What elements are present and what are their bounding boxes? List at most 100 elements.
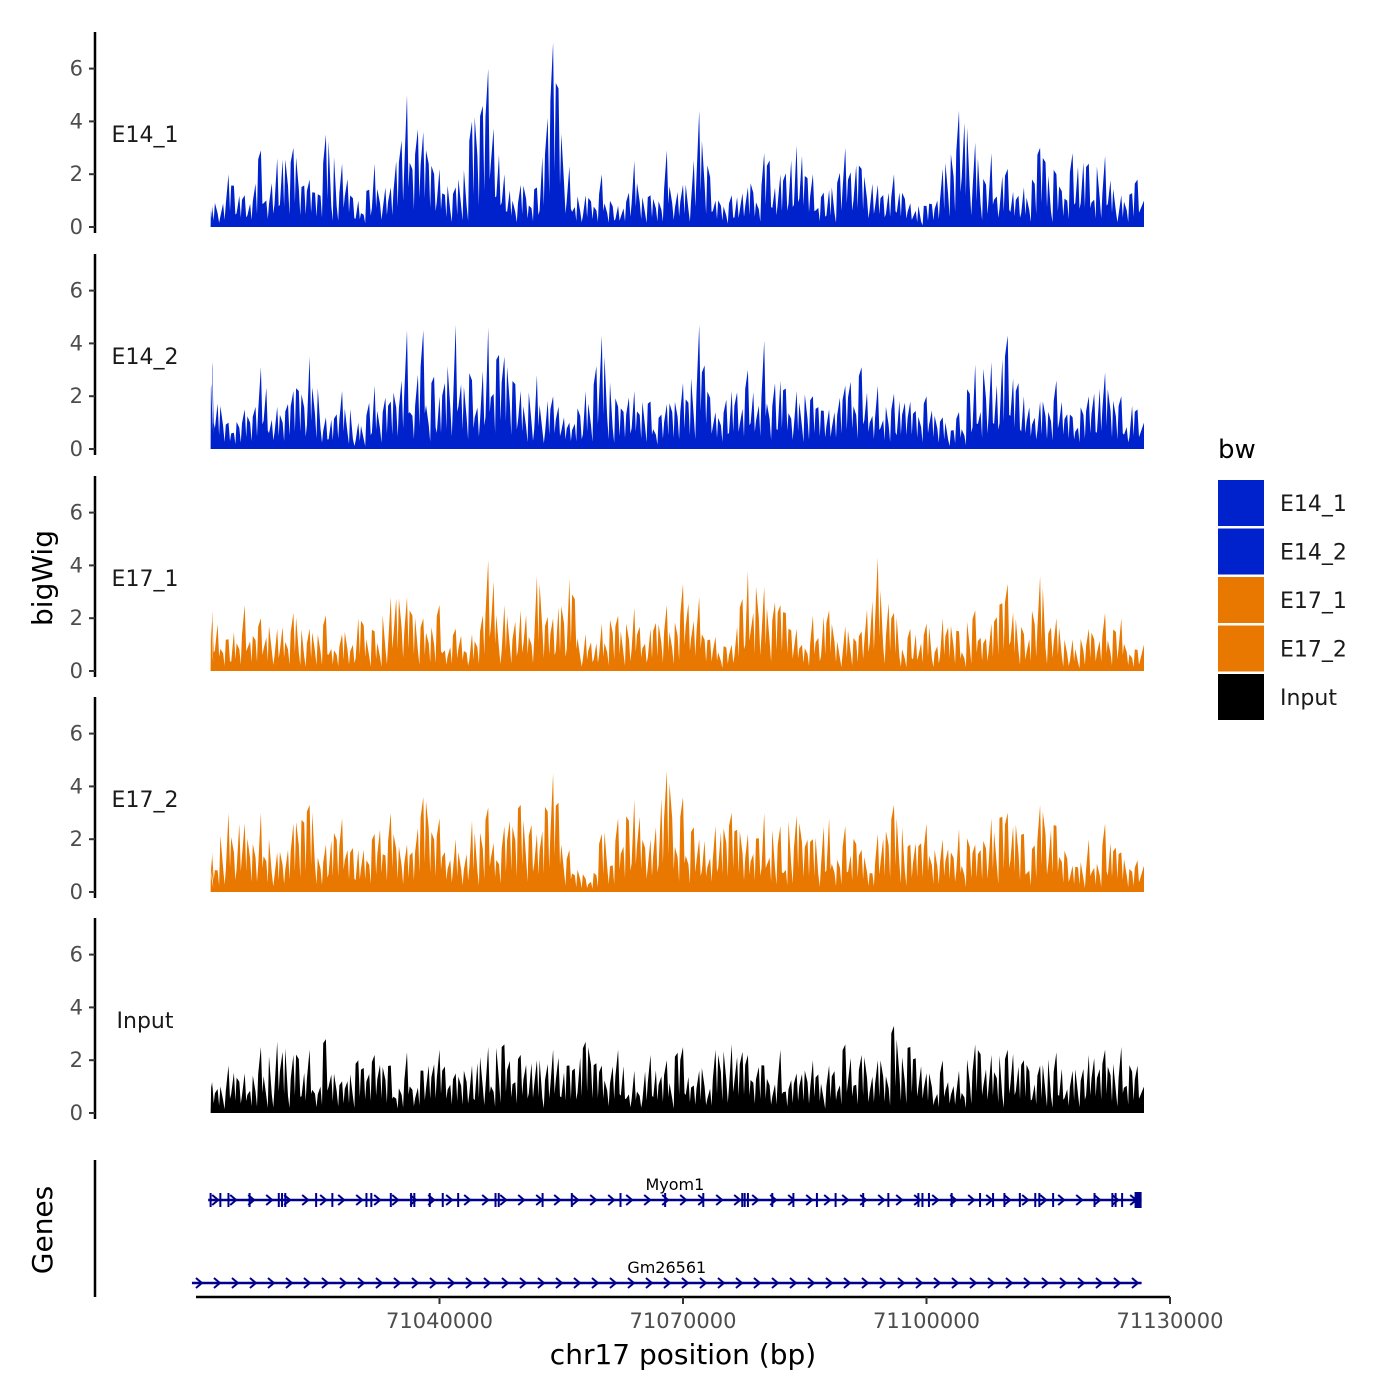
strand-arrow — [681, 1277, 690, 1289]
strand-arrow — [301, 1194, 310, 1206]
y-tick-label: 0 — [70, 1101, 83, 1125]
strand-arrow — [663, 1277, 672, 1289]
strand-arrow — [321, 1277, 330, 1289]
y-tick-label: 6 — [70, 57, 83, 81]
strand-arrow — [877, 1194, 886, 1206]
exon — [1034, 1193, 1037, 1207]
strand-arrow — [625, 1194, 634, 1206]
strand-arrow — [391, 1194, 400, 1206]
strand-arrow — [375, 1277, 384, 1289]
strand-arrow — [751, 1194, 760, 1206]
strand-arrow — [1003, 1194, 1012, 1206]
exon — [570, 1193, 573, 1207]
strand-arrow — [517, 1194, 526, 1206]
gene-label: Gm26561 — [627, 1258, 706, 1277]
track-e14-2: 0 2 4 6 E14_2 — [70, 254, 1145, 461]
strand-arrow — [445, 1194, 454, 1206]
strand-arrow — [211, 1194, 220, 1206]
exon — [815, 1193, 818, 1207]
strand-arrow — [879, 1277, 888, 1289]
track-e17-1: 0 2 4 6 E17_1 — [70, 476, 1145, 683]
legend-label-e17-2: E17_2 — [1280, 638, 1347, 663]
strand-arrow — [537, 1277, 546, 1289]
exon — [1121, 1193, 1124, 1207]
exon — [410, 1193, 413, 1207]
x-tick-label: 71070000 — [630, 1309, 737, 1333]
x-tick-label: 71100000 — [873, 1309, 980, 1333]
strand-arrow — [1075, 1194, 1084, 1206]
strand-arrow — [643, 1194, 652, 1206]
series-area-e14-1 — [210, 42, 1145, 228]
strand-arrow — [1059, 1277, 1068, 1289]
exon — [389, 1193, 392, 1207]
strand-arrow — [715, 1194, 724, 1206]
exon — [541, 1193, 544, 1207]
y-tick-label: 6 — [70, 279, 83, 303]
strand-arrow — [465, 1277, 474, 1289]
strand-arrow — [771, 1277, 780, 1289]
strand-arrow — [733, 1194, 742, 1206]
exon — [1038, 1193, 1041, 1207]
exon — [619, 1193, 622, 1207]
exon — [741, 1193, 744, 1207]
strand-arrow — [1077, 1277, 1086, 1289]
strand-arrow — [1095, 1277, 1104, 1289]
strand-arrow — [1093, 1194, 1102, 1206]
series-area-input — [210, 1025, 1145, 1113]
strand-arrow — [339, 1277, 348, 1289]
legend-swatch-e17-2 — [1218, 625, 1264, 672]
y-tick-label: 2 — [70, 1048, 83, 1072]
strand-arrow — [843, 1277, 852, 1289]
track-label: E17_1 — [112, 567, 179, 592]
strand-arrow — [841, 1194, 850, 1206]
track-label: Input — [117, 1009, 174, 1034]
track-e14-1: 0 2 4 6 E14_1 — [70, 32, 1145, 239]
strand-arrow — [735, 1277, 744, 1289]
exon — [862, 1193, 865, 1207]
exon — [1018, 1193, 1021, 1207]
exon-end — [1134, 1192, 1142, 1208]
x-tick-label: 71130000 — [1117, 1309, 1224, 1333]
legend-swatch-e14-2 — [1218, 528, 1264, 575]
y-tick-label: 2 — [70, 606, 83, 630]
series-area-e17-2 — [210, 770, 1145, 892]
exon — [1114, 1193, 1117, 1207]
legend-label-e14-2: E14_2 — [1280, 541, 1347, 566]
strand-arrow — [913, 1194, 922, 1206]
strand-arrow — [823, 1194, 832, 1206]
exon — [771, 1193, 774, 1207]
exon — [441, 1193, 444, 1207]
tracks-group: 0 2 4 6 E14_1 0 2 4 6 E14_2 0 2 4 6 E17_1 0 2 4 6 E17_2 0 2 4 6… — [70, 32, 1145, 1125]
strand-arrow — [357, 1277, 366, 1289]
strand-arrow — [409, 1194, 418, 1206]
legend-swatch-input — [1218, 674, 1264, 720]
exon — [219, 1193, 222, 1207]
gene-label: Myom1 — [645, 1175, 704, 1194]
strand-arrow — [1021, 1194, 1030, 1206]
strand-arrow — [231, 1277, 240, 1289]
strand-arrow — [1005, 1277, 1014, 1289]
exon — [277, 1193, 280, 1207]
exon — [281, 1193, 284, 1207]
strand-arrow — [501, 1277, 510, 1289]
x-tick-label: 71040000 — [386, 1309, 493, 1333]
strand-arrow — [393, 1277, 402, 1289]
exon — [315, 1193, 318, 1207]
strand-arrow — [969, 1277, 978, 1289]
x-axis: 71040000 71070000 71100000 71130000 — [196, 1295, 1224, 1333]
strand-arrow — [447, 1277, 456, 1289]
strand-arrow — [285, 1277, 294, 1289]
y-tick-label: 2 — [70, 827, 83, 851]
legend-label-input: Input — [1280, 686, 1337, 711]
strand-arrow — [519, 1277, 528, 1289]
y-tick-label: 4 — [70, 553, 83, 577]
exon — [284, 1193, 287, 1207]
strand-arrow — [337, 1194, 346, 1206]
track-label: E14_2 — [112, 345, 179, 370]
strand-arrow — [1057, 1194, 1066, 1206]
strand-arrow — [1111, 1194, 1120, 1206]
exon — [1003, 1193, 1006, 1207]
series-area-e14-2 — [210, 324, 1145, 449]
strand-arrow — [265, 1194, 274, 1206]
exon — [746, 1193, 749, 1207]
